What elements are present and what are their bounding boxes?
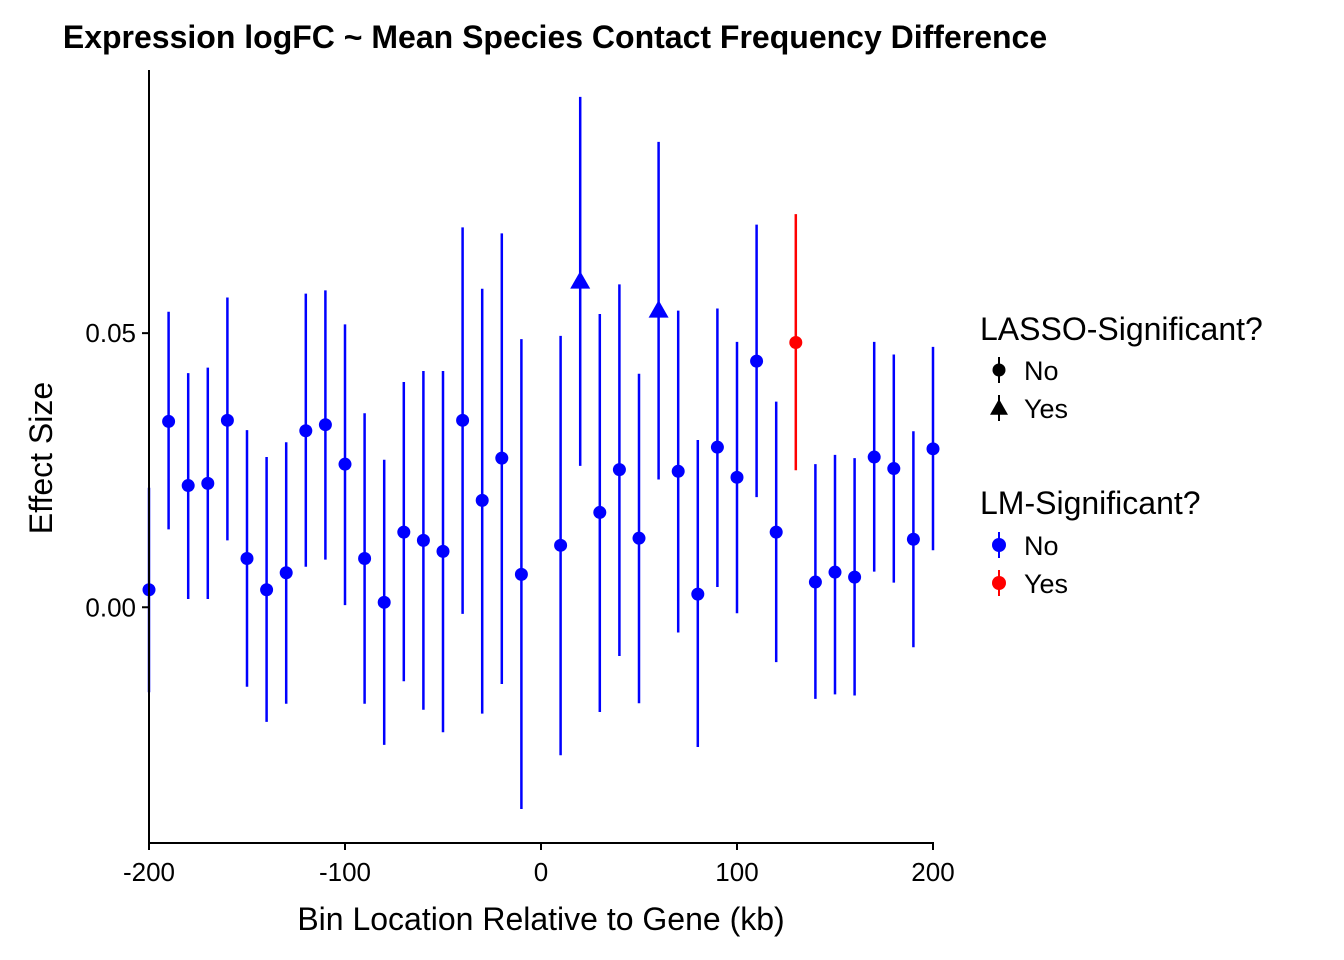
y-tick-label: 0.00 <box>85 592 136 622</box>
data-point <box>593 505 607 519</box>
data-point <box>730 470 744 484</box>
data-point <box>338 457 352 471</box>
legend-circle-icon <box>992 363 1006 377</box>
data-point-triangle <box>648 300 669 318</box>
data-point <box>906 532 920 546</box>
data-point <box>867 450 881 464</box>
data-point <box>318 418 332 432</box>
data-point <box>456 413 470 427</box>
data-point <box>299 424 313 438</box>
data-point <box>416 533 430 547</box>
data-point <box>495 451 509 465</box>
data-point <box>789 335 803 349</box>
data-point <box>181 479 195 493</box>
legend-title-lasso: LASSO-Significant? <box>980 311 1263 347</box>
data-point <box>612 463 626 477</box>
y-axis-ticks: 0.00 0.05 <box>85 318 149 622</box>
data-point <box>279 566 293 580</box>
x-tick-label: -100 <box>319 857 371 887</box>
x-tick-label: 0 <box>534 857 548 887</box>
data-point <box>514 567 528 581</box>
y-axis-title: Effect Size <box>23 382 59 534</box>
plot-panel <box>142 96 940 810</box>
y-tick-label: 0.05 <box>85 318 136 348</box>
data-point <box>632 531 646 545</box>
data-point <box>848 570 862 584</box>
data-point <box>828 565 842 579</box>
data-point <box>220 413 234 427</box>
legend-title-lm: LM-Significant? <box>980 485 1201 521</box>
data-point <box>475 493 489 507</box>
data-point <box>162 414 176 428</box>
legend-label: No <box>1024 356 1059 386</box>
data-point <box>436 544 450 558</box>
legend-triangle-icon <box>990 399 1008 415</box>
legend-label: Yes <box>1024 394 1068 424</box>
data-point <box>710 440 724 454</box>
data-point <box>554 538 568 552</box>
data-point <box>808 575 822 589</box>
data-point <box>260 583 274 597</box>
legend-circle-icon <box>992 538 1006 552</box>
chart-title: Expression logFC ~ Mean Species Contact … <box>63 19 1047 55</box>
data-point <box>691 587 705 601</box>
data-point <box>926 442 940 456</box>
data-point <box>769 525 783 539</box>
data-point <box>358 551 372 565</box>
x-tick-label: -200 <box>123 857 175 887</box>
data-point <box>240 551 254 565</box>
legend: LASSO-Significant? No Yes LM-Significant? No… <box>980 311 1263 599</box>
error-bars <box>147 96 935 810</box>
data-point <box>887 462 901 476</box>
legend-label: Yes <box>1024 569 1068 599</box>
legend-label: No <box>1024 531 1059 561</box>
data-point <box>397 525 411 539</box>
data-point <box>671 464 685 478</box>
data-point <box>201 476 215 490</box>
legend-circle-icon <box>992 576 1006 590</box>
data-point-triangle <box>570 271 591 289</box>
x-axis-ticks: -200 -100 0 100 200 <box>123 843 955 887</box>
data-point <box>750 354 764 368</box>
x-axis-title: Bin Location Relative to Gene (kb) <box>297 901 784 937</box>
data-points <box>142 271 940 609</box>
data-point <box>377 595 391 609</box>
x-tick-label: 200 <box>911 857 954 887</box>
x-tick-label: 100 <box>715 857 758 887</box>
